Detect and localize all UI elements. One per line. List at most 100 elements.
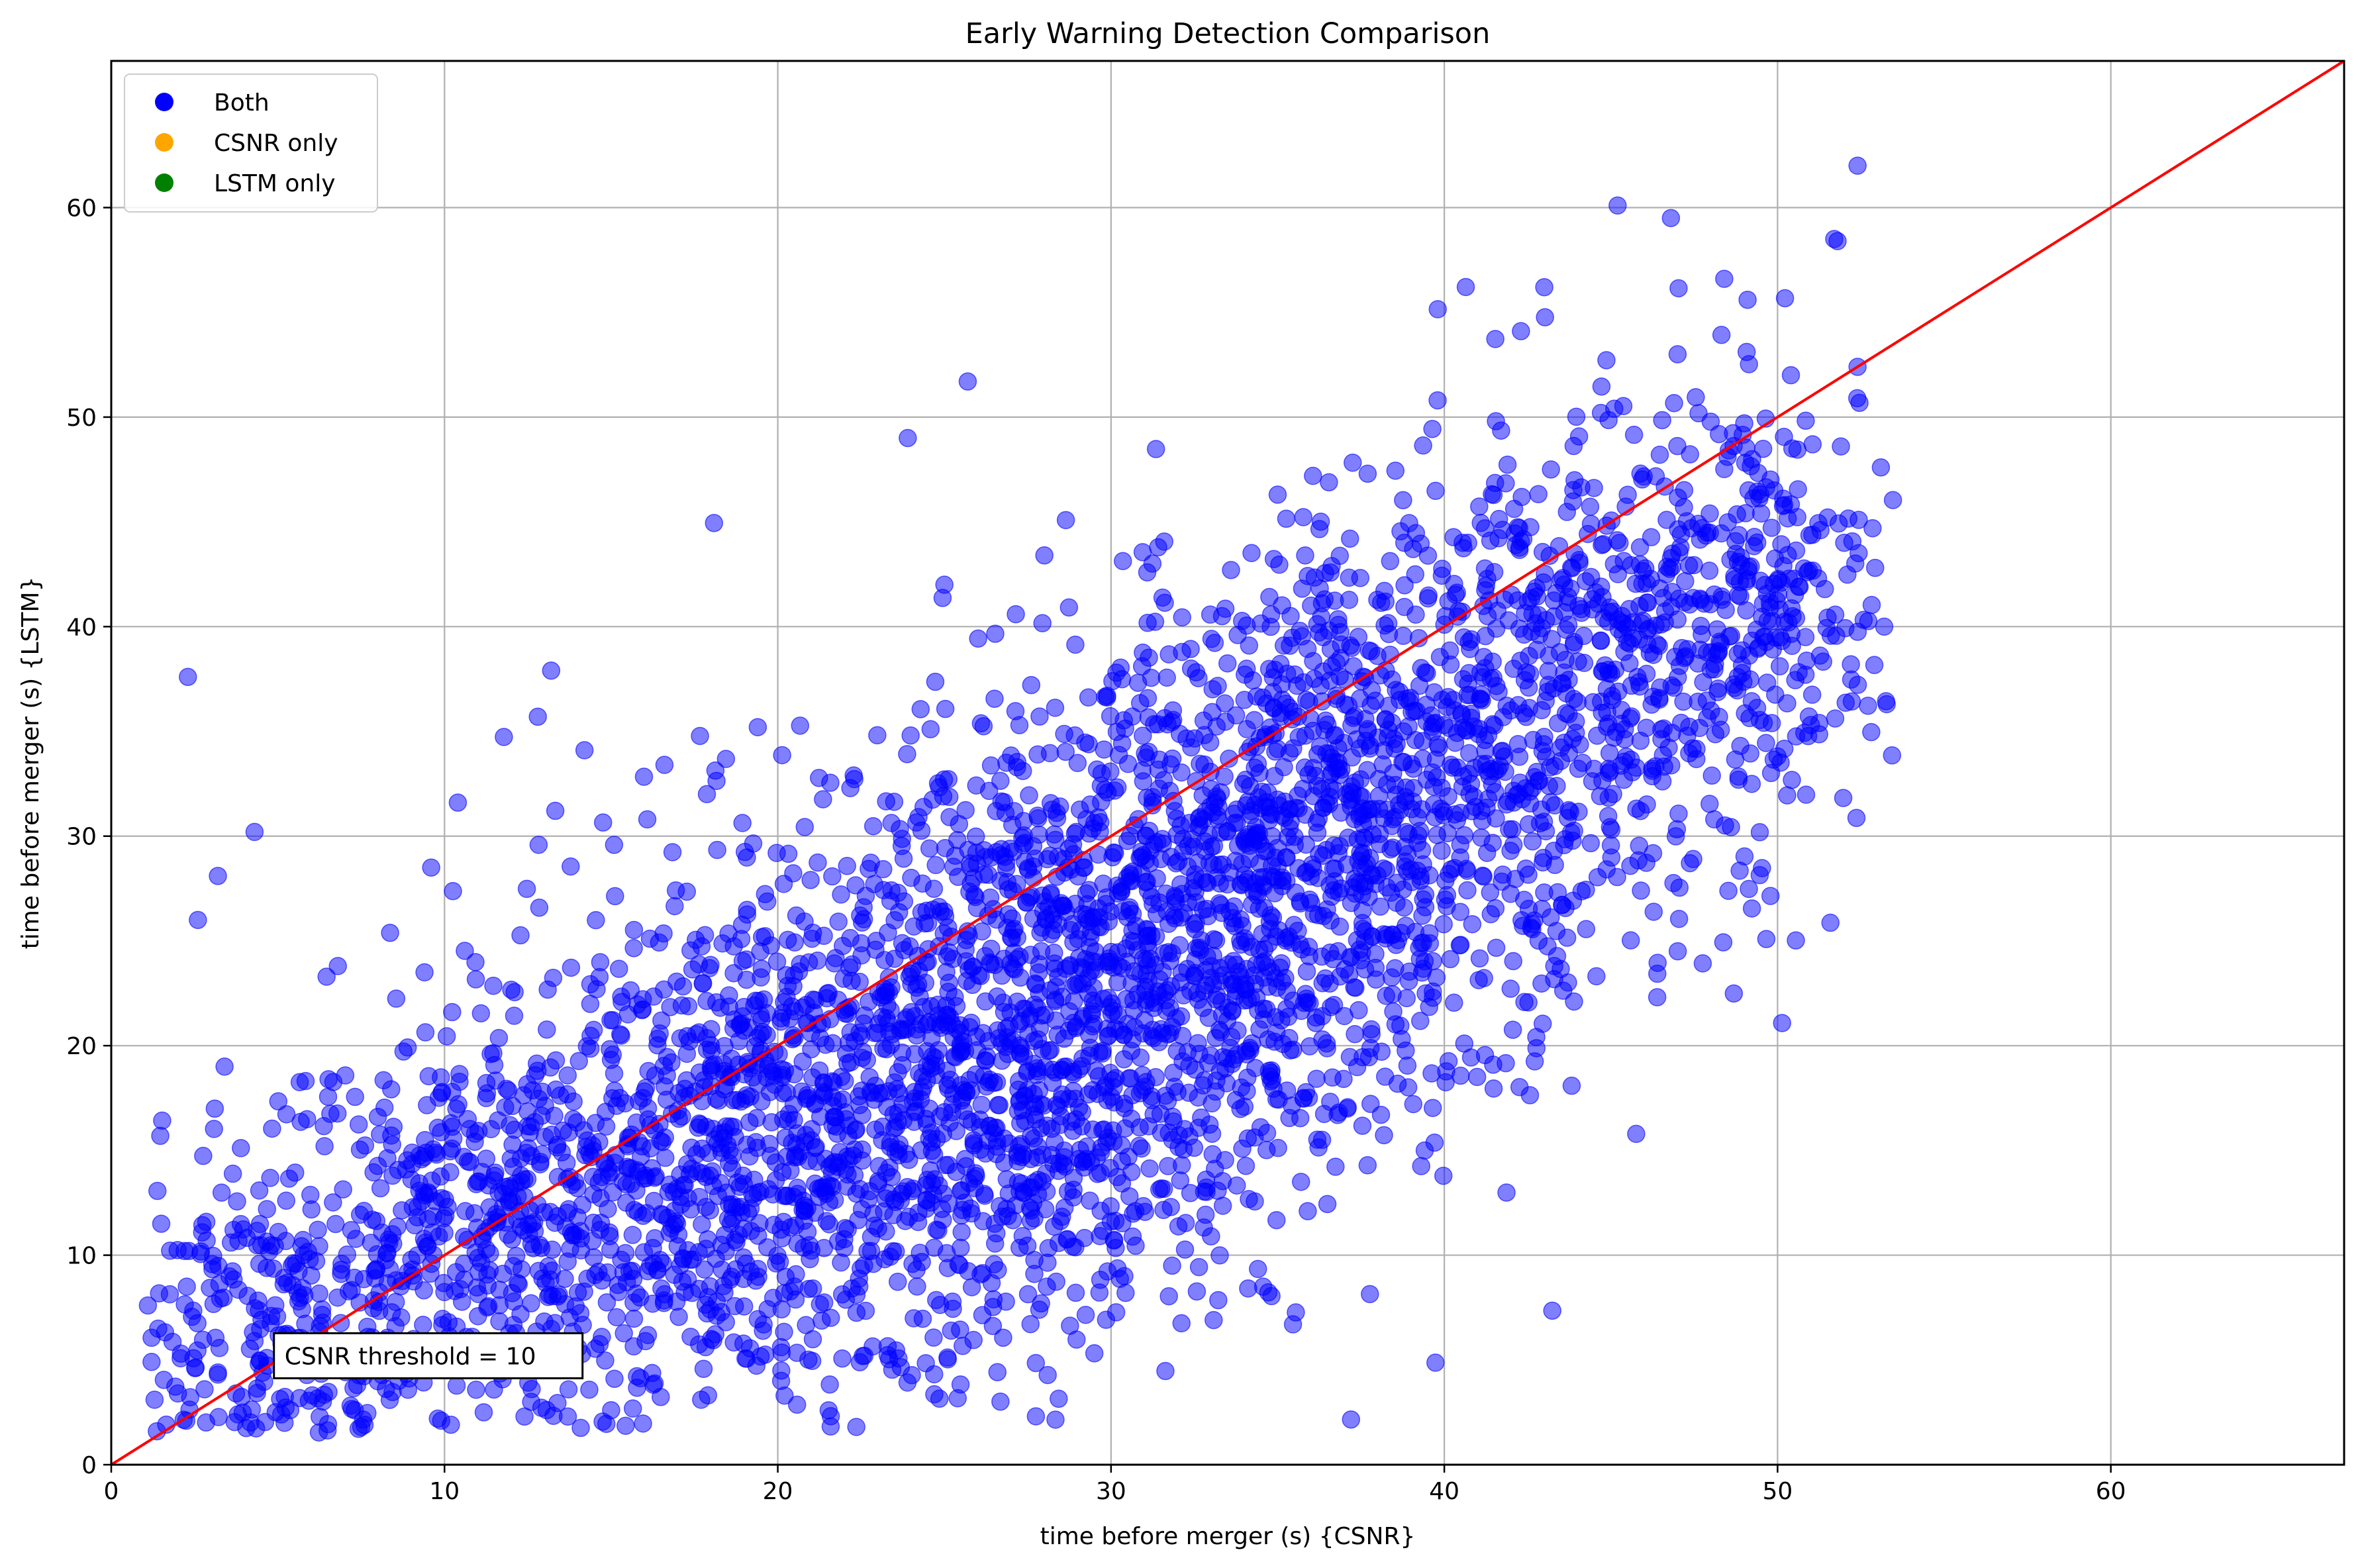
scatter-point — [1080, 912, 1099, 931]
scatter-point — [847, 1418, 865, 1436]
scatter-point — [1563, 730, 1582, 748]
scatter-point — [1018, 1285, 1038, 1304]
scatter-point — [615, 1324, 633, 1343]
scatter-point — [1154, 1024, 1172, 1042]
scatter-point — [965, 1179, 984, 1198]
scatter-point — [1486, 330, 1504, 348]
scatter-point — [814, 1239, 834, 1257]
scatter-point — [1202, 957, 1220, 976]
scatter-point — [1426, 1353, 1445, 1372]
scatter-point — [290, 1073, 309, 1092]
scatter-point — [756, 885, 775, 904]
scatter-point — [1203, 803, 1222, 822]
scatter-point — [1018, 1063, 1036, 1082]
scatter-point — [1310, 579, 1329, 598]
scatter-point — [1591, 631, 1610, 650]
scatter-point — [1621, 931, 1640, 950]
scatter-point — [1320, 473, 1338, 492]
scatter-point — [1045, 825, 1063, 844]
scatter-point — [1587, 967, 1606, 986]
scatter-point — [1297, 962, 1316, 981]
scatter-point — [1149, 538, 1167, 557]
scatter-point — [706, 761, 725, 780]
scatter-point — [1439, 1052, 1458, 1071]
scatter-point — [1134, 643, 1152, 662]
scatter-point — [1173, 642, 1191, 662]
scatter-point — [924, 1328, 943, 1347]
scatter-point — [1395, 898, 1414, 917]
scatter-point — [737, 950, 756, 969]
scatter-point — [967, 776, 986, 795]
scatter-point — [1209, 1291, 1228, 1310]
scatter-point — [1191, 754, 1209, 773]
scatter-point — [1228, 626, 1247, 644]
scatter-point — [1803, 435, 1822, 454]
scatter-point — [562, 857, 580, 876]
scatter-point — [1420, 934, 1440, 953]
scatter-point — [833, 1349, 852, 1368]
scatter-point — [981, 756, 1001, 775]
scatter-point — [1199, 906, 1217, 926]
scatter-point — [538, 1020, 556, 1039]
scatter-point — [779, 844, 798, 863]
scatter-point — [1294, 1089, 1313, 1107]
scatter-point — [763, 1185, 783, 1204]
scatter-point — [656, 1148, 675, 1167]
scatter-point — [1522, 589, 1541, 608]
scatter-point — [1648, 988, 1667, 1006]
scatter-point — [1334, 1069, 1353, 1089]
scatter-point — [571, 1418, 590, 1438]
scatter-point — [1451, 936, 1470, 954]
scatter-point — [1202, 1227, 1220, 1246]
scatter-point — [1159, 1123, 1178, 1142]
scatter-point — [1104, 1132, 1123, 1151]
scatter-point — [771, 1371, 791, 1391]
scatter-point — [898, 1373, 917, 1392]
scatter-point — [901, 964, 920, 983]
scatter-point — [1714, 933, 1733, 952]
scatter-point — [1085, 1344, 1104, 1363]
scatter-point — [271, 1405, 291, 1424]
scatter-point — [1091, 776, 1110, 795]
scatter-point — [867, 932, 886, 950]
legend-box — [124, 74, 378, 213]
scatter-point — [746, 1037, 765, 1055]
scatter-point — [869, 1174, 887, 1193]
scatter-point — [994, 1328, 1012, 1347]
scatter-point — [1408, 861, 1427, 880]
scatter-point — [1131, 964, 1150, 983]
scatter-point — [866, 1120, 885, 1139]
scatter-point — [1394, 626, 1412, 646]
scatter-point — [1471, 685, 1491, 704]
scatter-point — [679, 997, 698, 1016]
scatter-point — [1340, 965, 1359, 984]
scatter-point — [756, 927, 775, 946]
scatter-point — [1533, 1014, 1552, 1033]
y-tick-label: 40 — [66, 614, 97, 641]
scatter-point — [1434, 1166, 1453, 1185]
scatter-point — [654, 980, 673, 999]
scatter-point — [495, 728, 513, 746]
scatter-point — [987, 843, 1006, 861]
scatter-point — [1113, 1214, 1132, 1233]
scatter-point — [683, 960, 702, 979]
scatter-point — [745, 1170, 763, 1189]
scatter-point — [1173, 608, 1191, 627]
scatter-point — [893, 830, 911, 848]
scatter-point — [1753, 607, 1771, 626]
scatter-point — [152, 1214, 171, 1233]
scatter-point — [432, 1411, 451, 1430]
scatter-point — [511, 926, 530, 945]
scatter-point — [342, 1220, 361, 1240]
scatter-point — [1096, 687, 1114, 707]
scatter-point — [1439, 787, 1457, 806]
scatter-point — [276, 1232, 295, 1250]
scatter-point — [1079, 824, 1099, 843]
scatter-point — [952, 1238, 970, 1257]
scatter-point — [1669, 668, 1687, 687]
scatter-point — [542, 1261, 562, 1280]
scatter-point — [1289, 859, 1308, 877]
scatter-point — [697, 785, 716, 804]
scatter-point — [1642, 528, 1661, 547]
scatter-point — [1032, 1294, 1050, 1313]
